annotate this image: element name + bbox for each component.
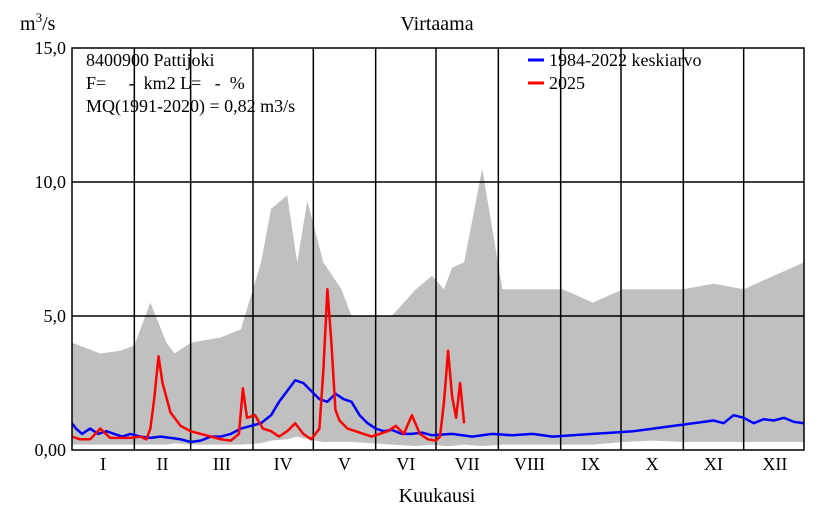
legend-label-avg: 1984-2022 keskiarvo xyxy=(549,50,701,70)
grid xyxy=(72,48,804,450)
x-tick-label-3: IV xyxy=(274,454,293,474)
x-tick-label-2: III xyxy=(213,454,231,474)
x-tick-label-1: II xyxy=(156,454,168,474)
legend-label-2025: 2025 xyxy=(549,73,585,93)
y-axis-label-base: m xyxy=(20,13,36,35)
range-band-area xyxy=(72,168,804,446)
y-axis-label-sup: 3 xyxy=(36,10,43,25)
series-line-2025 xyxy=(71,287,466,442)
series-layer xyxy=(70,287,805,444)
x-tick-label-11: XII xyxy=(762,454,787,474)
station-mq: MQ(1991-2020) = 0,82 m3/s xyxy=(86,96,295,117)
y-tick-label-2: 10,0 xyxy=(35,172,67,192)
legend: 1984-2022 keskiarvo 2025 xyxy=(528,50,701,93)
y-ticks: 0,00 5,0 10,0 15,0 xyxy=(35,38,67,460)
plot-frame xyxy=(71,47,805,451)
x-axis-label: Kuukausi xyxy=(399,485,476,507)
station-name: 8400900 Pattijoki xyxy=(86,50,215,70)
station-area: F= - km2 L= - % xyxy=(86,73,245,93)
station-info: 8400900 Pattijoki F= - km2 L= - % MQ(199… xyxy=(86,50,295,117)
y-tick-label-1: 5,0 xyxy=(44,306,67,326)
x-tick-label-7: VIII xyxy=(514,454,545,474)
chart-title: Virtaama xyxy=(400,13,473,35)
x-tick-label-6: VII xyxy=(455,454,480,474)
y-tick-label-0: 0,00 xyxy=(35,440,67,460)
y-tick-label-3: 15,0 xyxy=(35,38,67,58)
x-tick-label-4: V xyxy=(338,454,351,474)
x-tick-label-8: IX xyxy=(581,454,600,474)
range-band xyxy=(72,168,804,446)
x-tick-label-0: I xyxy=(100,454,106,474)
x-tick-label-5: VI xyxy=(396,454,415,474)
x-ticks: I II III IV V VI VII VIII IX X XI XII xyxy=(100,454,787,474)
x-tick-label-9: X xyxy=(646,454,659,474)
y-axis-label-rest: /s xyxy=(42,13,56,35)
x-tick-label-10: XI xyxy=(704,454,723,474)
series-line-average xyxy=(70,379,805,444)
y-axis-label: m3/s xyxy=(20,10,56,35)
